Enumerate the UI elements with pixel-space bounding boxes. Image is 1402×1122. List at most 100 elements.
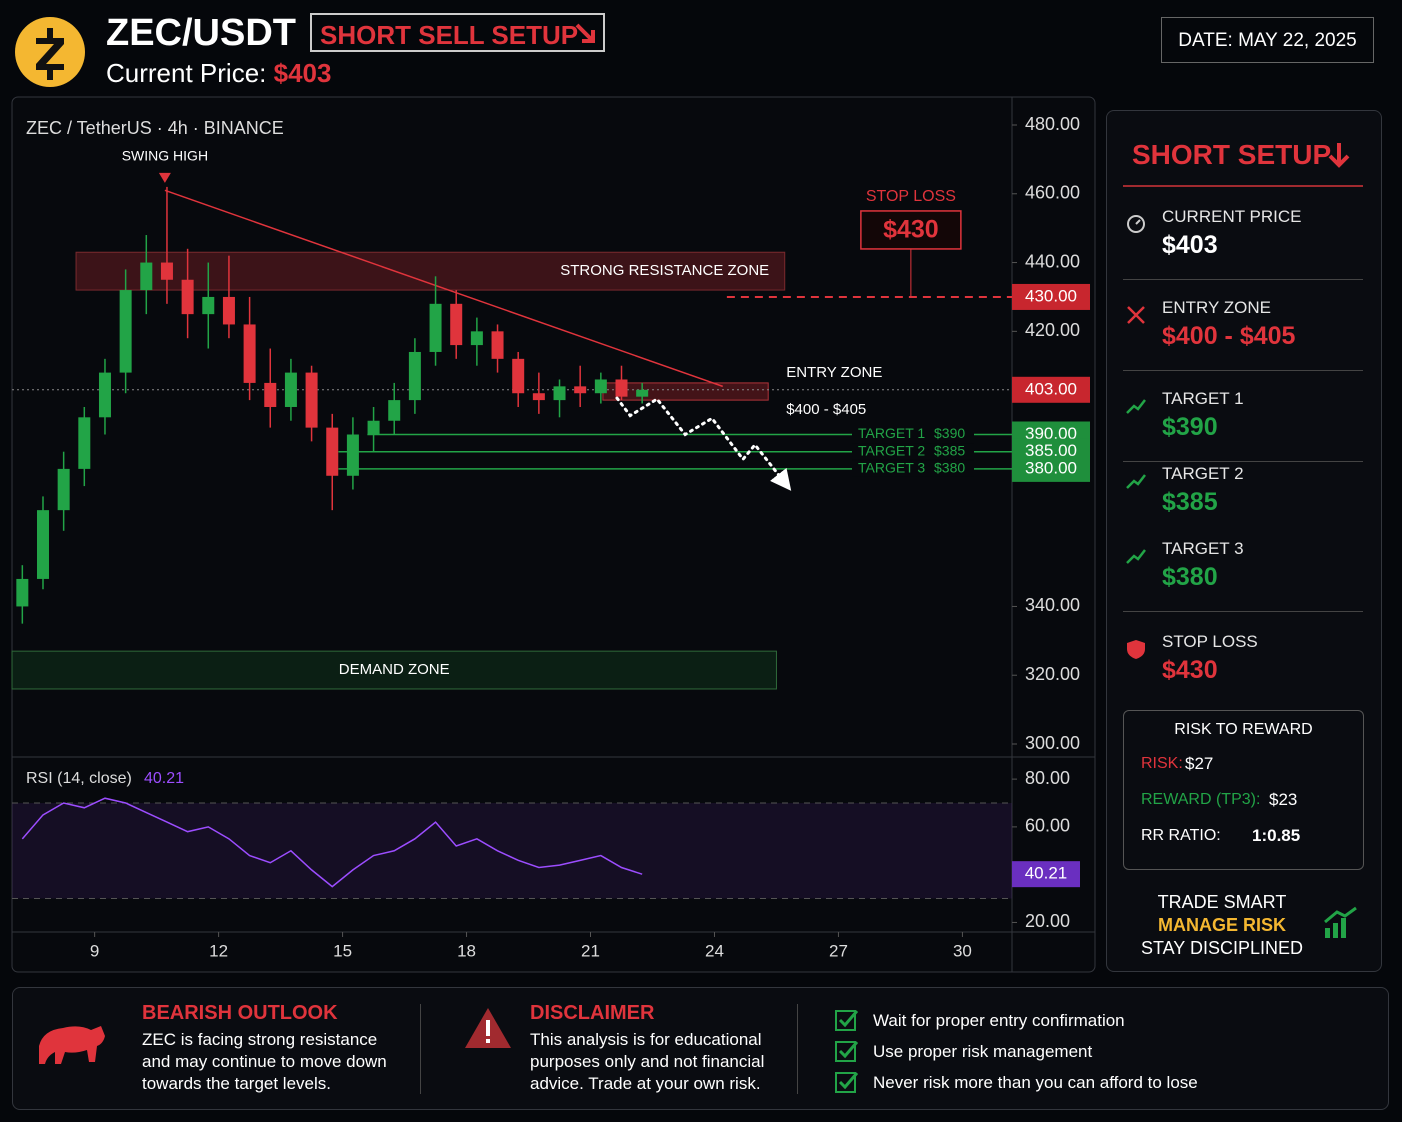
candle-body: [574, 386, 587, 394]
disclaimer-text: This analysis is for educational purpose…: [530, 1030, 765, 1093]
candle-body: [16, 578, 29, 607]
item-label: TARGET 3: [1162, 539, 1244, 558]
candle-body: [284, 372, 297, 407]
item-value: $385: [1162, 488, 1218, 516]
check-text: Use proper risk management: [873, 1042, 1093, 1061]
candle-body: [408, 351, 421, 401]
level-label: 390.00: [1025, 424, 1077, 443]
rsi-title: RSI (14, close): [26, 770, 132, 787]
candle-body: [429, 303, 442, 352]
item-value: $430: [1162, 656, 1218, 684]
item-icon: [1125, 545, 1147, 567]
candle-body: [243, 324, 256, 383]
rr-value: 1:0.85: [1252, 826, 1301, 845]
entry-zone: [602, 382, 769, 401]
outlook-title: BEARISH OUTLOOK: [142, 1002, 338, 1024]
zone-range: $400 - $405: [786, 401, 866, 418]
stop-loss-box: [860, 210, 962, 250]
motto-line: TRADE SMART: [1157, 892, 1287, 912]
candle-body: [305, 372, 318, 428]
chart-frame: [11, 96, 1096, 973]
zone-label: STRONG RESISTANCE ZONE: [560, 262, 769, 279]
check-row: Never risk more than you can afford to l…: [835, 1070, 1235, 1096]
disclaimer: DISCLAIMER This analysis is for educatio…: [530, 1002, 790, 1095]
candle-body: [326, 427, 339, 476]
item-icon: [1125, 213, 1147, 235]
candle-body: [450, 303, 463, 346]
check-icon: [835, 1041, 859, 1062]
outlook: BEARISH OUTLOOK ZEC is facing strong res…: [142, 1002, 402, 1095]
level-badge: [1012, 455, 1090, 482]
motto: TRADE SMART MANAGE RISK STAY DISCIPLINED: [1107, 891, 1337, 960]
item-rule: [1123, 611, 1363, 612]
icon: [1126, 474, 1146, 489]
candle-body: [615, 379, 628, 397]
swing-high-marker: [158, 172, 171, 183]
rsi-current: 40.21: [144, 770, 184, 787]
pair-title: ZEC/USDT: [106, 12, 296, 54]
target-label-bg: [852, 443, 974, 460]
current-price: Current Price: $403: [106, 58, 331, 89]
badge-text: SHORT SELL SETUP: [320, 20, 579, 50]
x-tick-label: 9: [90, 941, 99, 960]
candle-body: [491, 331, 504, 359]
price-value: $403: [273, 58, 332, 88]
y-tick-label: 420.00: [1025, 320, 1080, 340]
check-icon: [835, 1010, 859, 1031]
x-tick-label: 27: [829, 941, 848, 960]
chart: ZEC / TetherUS · 4h · BINANCE RSI (14, c…: [11, 96, 1096, 973]
rsi-tick-label: 20.00: [1025, 911, 1070, 931]
rsi-badge: [1012, 861, 1080, 888]
rr-label: REWARD (TP3):: [1141, 791, 1261, 808]
swing-high-label: SWING HIGH: [122, 148, 208, 164]
rr-label: RISK:: [1141, 755, 1183, 772]
chart-title: ZEC / TetherUS · 4h · BINANCE: [26, 118, 284, 138]
check-row: Use proper risk management: [835, 1039, 1235, 1065]
rsi-badge-label: 40.21: [1025, 864, 1068, 883]
item-icon: [1125, 470, 1147, 492]
x-tick-label: 21: [581, 941, 600, 960]
rr-value: $23: [1269, 790, 1298, 809]
trendline: [164, 189, 723, 388]
item-rule: [1123, 370, 1363, 371]
candle-body: [367, 420, 380, 435]
target-label-bg: [852, 426, 974, 443]
stop-loss-title: STOP LOSS: [866, 188, 956, 205]
candle-body: [512, 358, 525, 394]
candle-body: [222, 296, 235, 325]
icon: [1126, 399, 1146, 414]
rsi-line: [21, 797, 643, 888]
stop-loss-value: $430: [883, 216, 939, 244]
target-value: $380: [934, 460, 965, 476]
zec-logo: [15, 17, 85, 87]
footer: BEARISH OUTLOOK ZEC is facing strong res…: [12, 987, 1389, 1110]
candle-body: [98, 372, 111, 418]
x-tick-label: 30: [953, 941, 972, 960]
sidebar-title: SHORT SETUP: [1132, 139, 1332, 170]
check-row: Wait for proper entry confirmation: [835, 1008, 1235, 1034]
disclaimer-title: DISCLAIMER: [530, 1002, 655, 1024]
icon: [1127, 215, 1145, 233]
rr-label: RR RATIO:: [1141, 827, 1221, 844]
icon: [1127, 640, 1145, 659]
target-title: TARGET 3: [858, 460, 925, 476]
target-label-bg: [852, 460, 974, 477]
y-tick-label: 300.00: [1025, 733, 1080, 753]
candle-body: [346, 434, 359, 476]
date: DATE: MAY 22, 2025: [1178, 30, 1357, 51]
badge-box: SHORT SELL SETUP: [310, 13, 605, 52]
x-tick-label: 15: [333, 941, 352, 960]
candle-body: [264, 382, 277, 407]
x-tick-label: 12: [209, 941, 228, 960]
candle-body: [181, 279, 194, 315]
candle-body: [202, 296, 215, 315]
candle-body: [470, 331, 483, 346]
date-box: DATE: MAY 22, 2025: [1161, 17, 1374, 63]
level-label: 430.00: [1025, 286, 1077, 305]
rr-title: RISK TO REWARD: [1174, 721, 1313, 738]
bear-icon: [39, 1026, 105, 1064]
candle-body: [160, 262, 173, 280]
projection: [615, 396, 792, 491]
check-text: Never risk more than you can afford to l…: [873, 1073, 1198, 1092]
